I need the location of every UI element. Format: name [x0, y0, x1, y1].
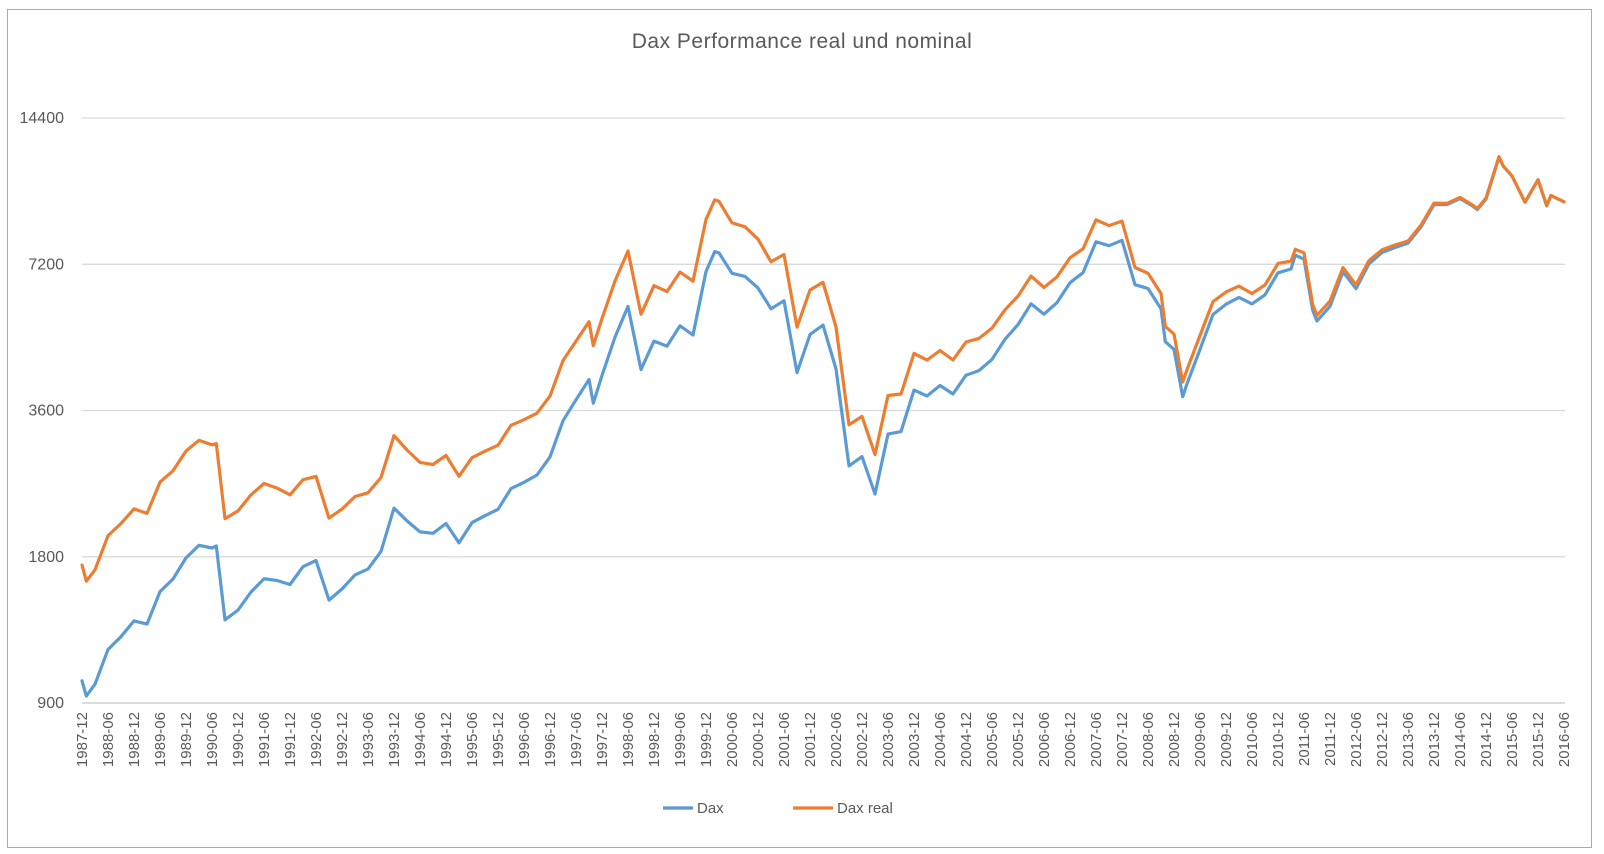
x-tick-label: 1997-12 — [594, 712, 611, 767]
x-tick-label: 2009-06 — [1192, 712, 1209, 767]
x-tick-label: 1990-12 — [230, 712, 247, 767]
x-tick-label: 1988-12 — [126, 712, 143, 767]
x-tick-label: 2011-12 — [1322, 712, 1339, 766]
legend-label-dax: Dax — [697, 800, 724, 817]
x-tick-label: 2002-06 — [828, 712, 845, 767]
x-tick-label: 1992-12 — [334, 712, 351, 767]
x-tick-label: 2006-06 — [1036, 712, 1053, 767]
x-tick-label: 1990-06 — [204, 712, 221, 767]
series-line-dax-real — [80, 155, 1566, 583]
x-tick-label: 1993-06 — [360, 712, 377, 767]
x-tick-label: 1993-12 — [386, 712, 403, 767]
x-tick-label: 1995-06 — [464, 712, 481, 767]
x-tick-label: 1998-06 — [620, 712, 637, 767]
x-tick-label: 2014-12 — [1478, 712, 1495, 767]
x-tick-label: 2007-06 — [1088, 712, 1105, 767]
x-tick-label: 2012-06 — [1348, 712, 1365, 767]
x-tick-label: 2013-06 — [1400, 712, 1417, 767]
x-tick-label: 2003-12 — [906, 712, 923, 767]
x-tick-label: 1992-06 — [308, 712, 325, 767]
x-tick-label: 1998-12 — [646, 712, 663, 767]
x-tick-label: 1988-06 — [100, 712, 117, 767]
x-tick-label: 2007-12 — [1114, 712, 1131, 767]
chart-title: Dax Performance real und nominal — [631, 30, 973, 53]
x-tick-label: 2005-12 — [1010, 712, 1027, 767]
x-tick-label: 2005-06 — [984, 712, 1001, 767]
x-tick-label: 1996-12 — [542, 712, 559, 767]
series-line-dax — [80, 155, 1566, 698]
x-tick-label: 2015-12 — [1530, 712, 1547, 767]
x-tick-label: 2011-06 — [1296, 712, 1313, 766]
y-tick-label: 3600 — [28, 403, 64, 420]
x-tick-label: 1987-12 — [74, 712, 91, 767]
x-tick-label: 2010-06 — [1244, 712, 1261, 767]
x-tick-label: 1989-12 — [178, 712, 195, 767]
x-tick-label: 2006-12 — [1062, 712, 1079, 767]
x-tick-label: 2001-12 — [802, 712, 819, 767]
x-tick-label: 1994-06 — [412, 712, 429, 767]
y-tick-label: 1800 — [28, 549, 64, 566]
x-tick-label: 2015-06 — [1504, 712, 1521, 767]
x-tick-label: 2016-06 — [1556, 712, 1573, 767]
x-tick-label: 2012-12 — [1374, 712, 1391, 767]
legend-label-dax-real: Dax real — [837, 800, 893, 817]
x-tick-label: 2008-06 — [1140, 712, 1157, 767]
x-tick-label: 2000-12 — [750, 712, 767, 767]
x-tick-label: 2004-12 — [958, 712, 975, 767]
y-tick-label: 14400 — [20, 110, 65, 127]
y-tick-label: 900 — [37, 695, 64, 712]
x-tick-label: 2002-12 — [854, 712, 871, 767]
chart-frame-border — [7, 9, 1592, 848]
x-tick-label: 1999-12 — [698, 712, 715, 767]
x-tick-label: 2013-12 — [1426, 712, 1443, 767]
x-tick-label: 1991-12 — [282, 712, 299, 767]
x-tick-label: 2014-06 — [1452, 712, 1469, 767]
x-tick-label: 1997-06 — [568, 712, 585, 767]
x-tick-label: 2010-12 — [1270, 712, 1287, 767]
x-tick-label: 2004-06 — [932, 712, 949, 767]
x-tick-label: 1995-12 — [490, 712, 507, 767]
x-tick-label: 1994-12 — [438, 712, 455, 767]
x-tick-label: 1996-06 — [516, 712, 533, 767]
x-tick-label: 2003-06 — [880, 712, 897, 767]
x-tick-label: 2009-12 — [1218, 712, 1235, 767]
x-tick-label: 1991-06 — [256, 712, 273, 767]
y-tick-label: 7200 — [28, 256, 64, 273]
x-tick-label: 1999-06 — [672, 712, 689, 767]
x-tick-label: 1989-06 — [152, 712, 169, 767]
x-tick-label: 2008-12 — [1166, 712, 1183, 767]
x-tick-label: 2001-06 — [776, 712, 793, 767]
x-tick-label: 2000-06 — [724, 712, 741, 767]
